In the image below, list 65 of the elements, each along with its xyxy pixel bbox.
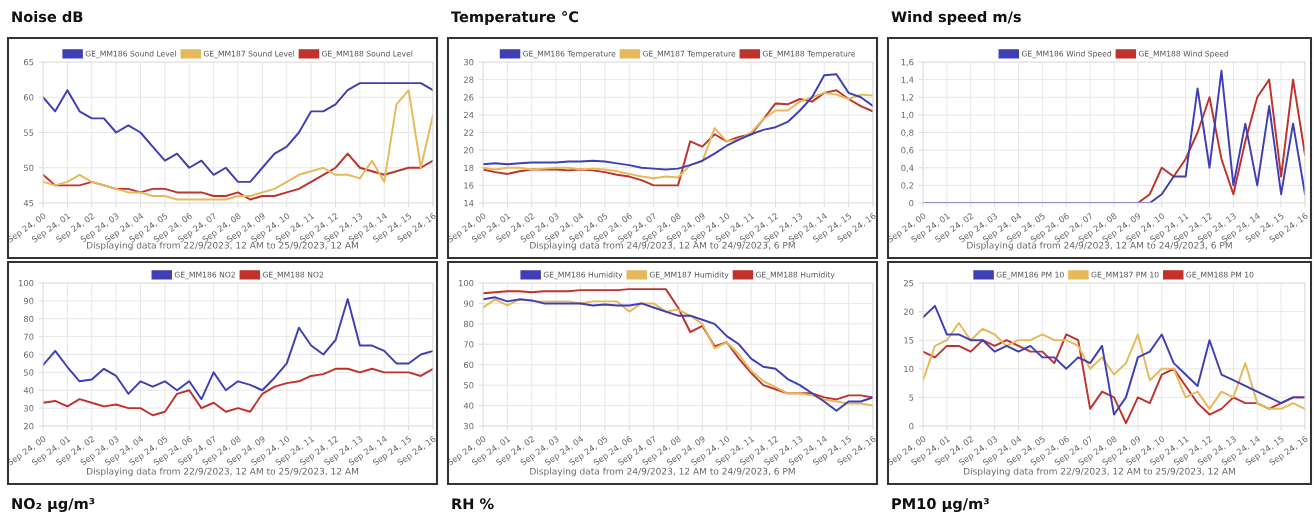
y-tick-label: 22 [463, 129, 474, 136]
y-tick-label: 65 [23, 58, 34, 66]
y-tick-label: 40 [23, 387, 34, 394]
y-tick-label: 30 [24, 405, 34, 412]
y-tick-label: 60 [23, 351, 34, 358]
text: Displaying data from 22/9/2023, 12 AM to 25/9/2023, 12 AM [87, 467, 358, 477]
text: Displaying data from 24/9/2023, 12 AM to 24/9/2023, 6 PM [530, 241, 795, 251]
y-tick-label: 30 [464, 58, 474, 66]
text: RH % [452, 498, 494, 510]
y-tick-label: 28 [463, 76, 474, 83]
y-tick-label: 55 [24, 129, 34, 136]
y-tick-label: 20 [23, 422, 34, 430]
y-tick-label: 50 [464, 382, 474, 389]
y-tick-label: 18 [464, 164, 474, 172]
y-tick-label: 50 [24, 369, 34, 376]
y-tick-label: 90 [463, 300, 474, 307]
text: NO₂ μg/m³ [12, 498, 95, 513]
y-tick-label: 100 [458, 279, 474, 287]
y-tick-label: 0,2 [901, 182, 914, 190]
y-tick-label: 80 [463, 320, 474, 328]
line-series [43, 298, 433, 401]
y-tick-label: 20 [463, 147, 474, 154]
y-tick-label: 0 [909, 199, 914, 207]
y-tick-label: 15 [904, 337, 914, 344]
y-tick-label: 5 [909, 394, 914, 401]
y-tick-label: 14 [464, 200, 474, 207]
line-series [43, 82, 433, 183]
y-tick-label: 60 [23, 94, 34, 101]
y-tick-label: 70 [464, 341, 474, 348]
chart-title: Temperature °C [451, 11, 579, 26]
y-tick-label: 1,0 [901, 111, 914, 120]
y-tick-label: 100 [18, 279, 34, 287]
y-tick-label: 0,8 [901, 129, 914, 137]
y-tick-label: 10 [904, 365, 914, 373]
chart-title: Wind speed m/s [891, 10, 1021, 26]
y-tick-label: 1,2 [901, 94, 914, 102]
chart-title: Noise dB [12, 10, 83, 23]
text: Displaying data from 24/9/2023, 12 AM to 24/9/2023, 6 PM [530, 467, 795, 477]
y-tick-label: 26 [463, 94, 474, 101]
y-tick-label: 0 [909, 422, 914, 430]
text: Displaying data from 22/9/2023, 12 AM to 25/9/2023, 12 AM [87, 241, 358, 251]
y-tick-label: 80 [23, 315, 34, 323]
y-tick-label: 30 [464, 422, 474, 430]
y-tick-label: 1,6 [901, 58, 914, 67]
y-tick-label: 25 [903, 279, 914, 287]
text: PM10 μg/m³ [892, 498, 989, 513]
line-series [483, 73, 873, 171]
text: Displaying data from 24/9/2023, 12 AM to 24/9/2023, 6 PM [967, 241, 1232, 251]
y-tick-label: 0,6 [901, 147, 914, 155]
y-tick-label: 1,4 [901, 76, 914, 84]
text: Displaying data from 22/9/2023, 12 AM to 25/9/2023, 12 AM [964, 467, 1235, 477]
y-tick-label: 70 [24, 333, 34, 340]
y-tick-label: 90 [23, 297, 34, 305]
y-tick-label: 40 [463, 402, 474, 409]
line-series [43, 367, 433, 417]
y-tick-label: 20 [903, 308, 914, 315]
line-series [1136, 78, 1305, 203]
y-tick-label: 50 [24, 164, 34, 172]
y-tick-label: 60 [463, 361, 474, 368]
line-series [923, 304, 1305, 416]
y-tick-label: 0,4 [901, 164, 914, 172]
y-tick-label: 16 [464, 182, 474, 189]
line-series [923, 322, 1305, 410]
y-tick-label: 24 [463, 111, 474, 119]
y-tick-label: 45 [23, 200, 34, 207]
